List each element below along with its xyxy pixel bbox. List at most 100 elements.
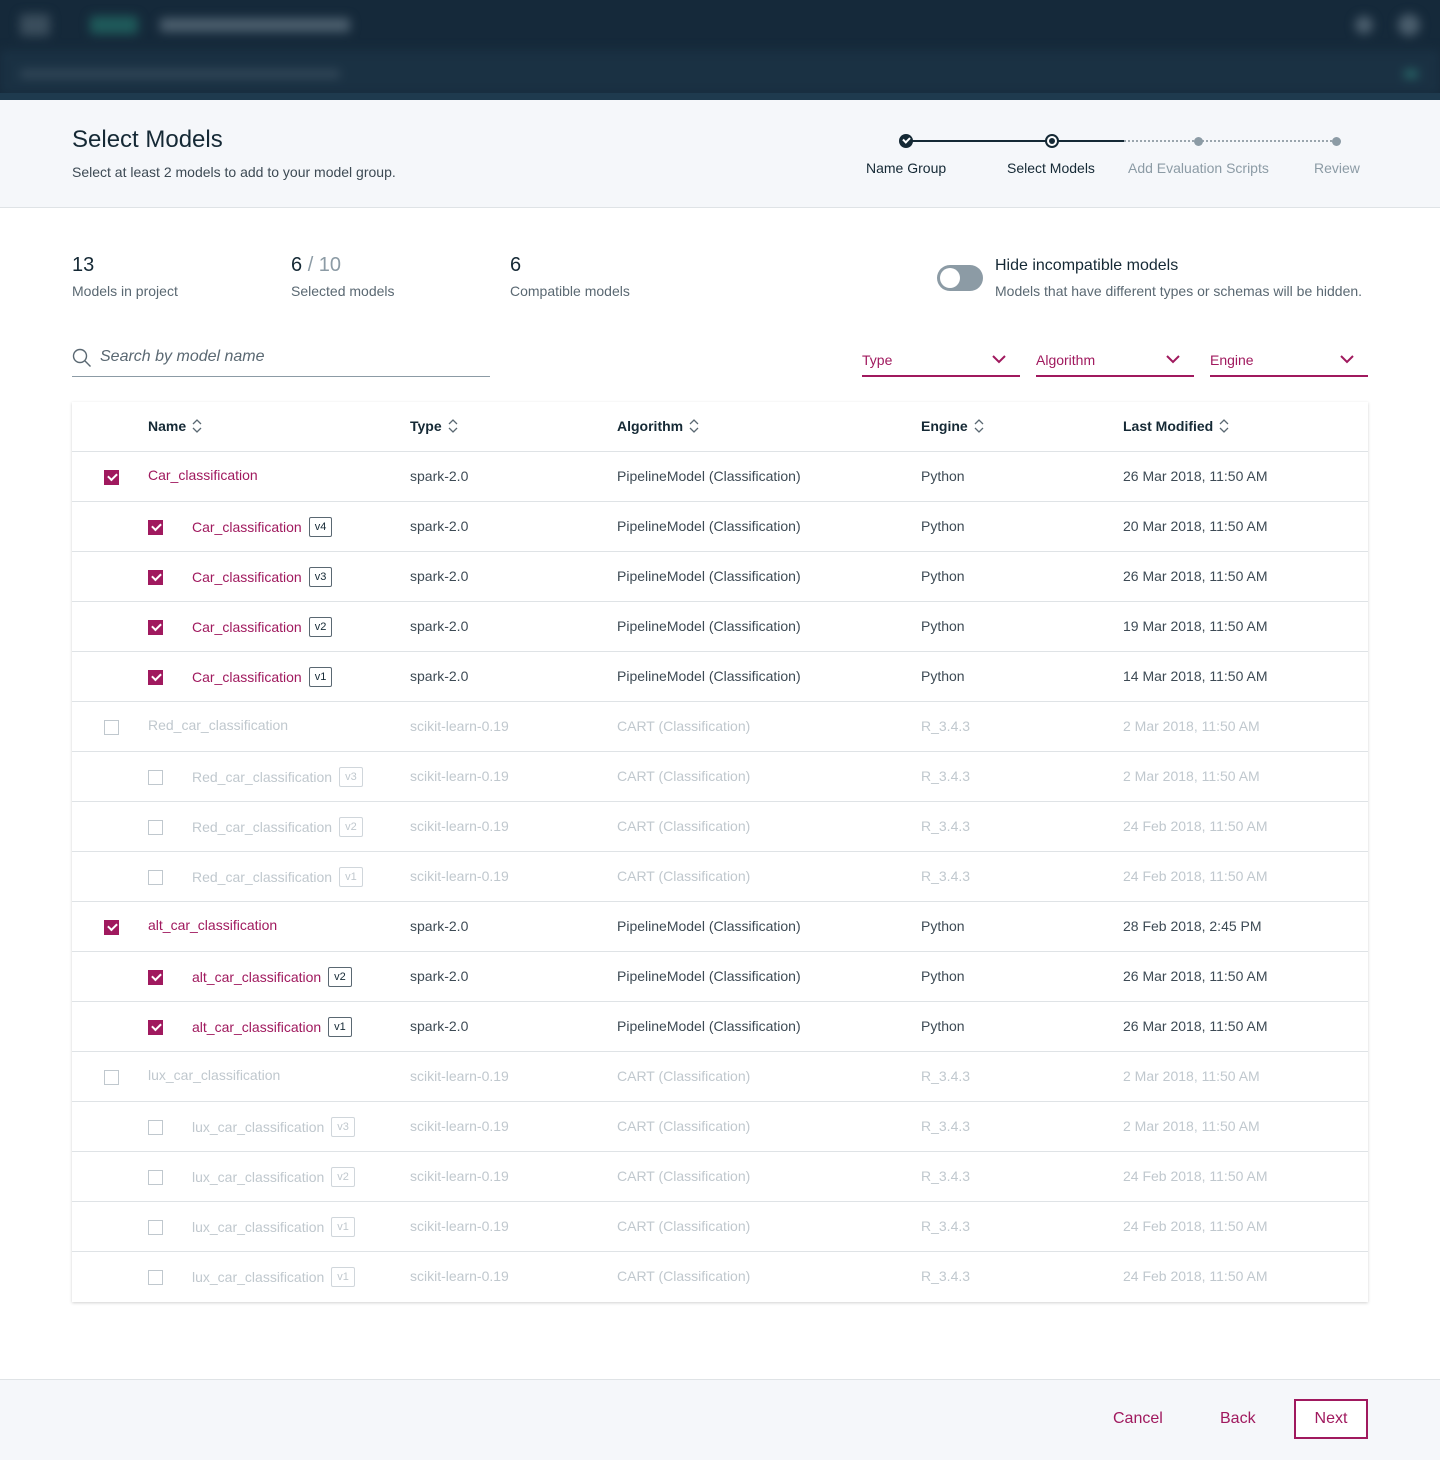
model-name[interactable]: Car_classification: [192, 519, 302, 535]
model-name[interactable]: alt_car_classification: [192, 1019, 322, 1035]
model-type: scikit-learn-0.19: [410, 1268, 509, 1284]
model-name[interactable]: Car_classification: [192, 569, 302, 585]
table-row[interactable]: lux_car_classification v1 scikit-learn-0.1…: [72, 1252, 1368, 1302]
filter-label: Algorithm: [1036, 352, 1096, 368]
model-last-modified: 28 Feb 2018, 2:45 PM: [1123, 918, 1262, 934]
table-row[interactable]: lux_car_classification v2 scikit-learn-0.1…: [72, 1152, 1368, 1202]
row-checkbox[interactable]: [148, 820, 163, 835]
model-last-modified: 26 Mar 2018, 11:50 AM: [1123, 968, 1268, 984]
table-row[interactable]: lux_car_classification scikit-learn-0.19 C…: [72, 1052, 1368, 1102]
table-row[interactable]: Car_classification v3 spark-2.0 PipelineMod…: [72, 552, 1368, 602]
search-icon: [72, 348, 91, 367]
model-name[interactable]: lux_car_classification: [192, 1119, 325, 1135]
row-checkbox[interactable]: [148, 770, 163, 785]
model-name[interactable]: Car_classification: [148, 467, 258, 483]
stat-label: Compatible models: [510, 283, 630, 299]
table-row[interactable]: Red_car_classification scikit-learn-0.19 C…: [72, 702, 1368, 752]
version-badge: v2: [339, 817, 363, 837]
wizard-footer: Cancel Back Next: [0, 1379, 1440, 1460]
model-name[interactable]: alt_car_classification: [148, 917, 278, 933]
page-title: Select Models: [72, 126, 223, 153]
next-button[interactable]: Next: [1294, 1399, 1368, 1439]
model-name-cell: Car_classification: [148, 467, 258, 483]
model-last-modified: 26 Mar 2018, 11:50 AM: [1123, 568, 1268, 584]
table-row[interactable]: alt_car_classification v1 spark-2.0 Pipelin…: [72, 1002, 1368, 1052]
table-row[interactable]: Car_classification v1 spark-2.0 PipelineMod…: [72, 652, 1368, 702]
model-type: spark-2.0: [410, 568, 469, 584]
model-engine: R_3.4.3: [921, 1268, 971, 1284]
stat-value: 6: [510, 254, 522, 276]
row-checkbox[interactable]: [148, 970, 163, 985]
column-header-type[interactable]: Type: [410, 418, 458, 434]
model-name[interactable]: Red_car_classification: [148, 717, 289, 733]
model-last-modified: 2 Mar 2018, 11:50 AM: [1123, 1068, 1260, 1084]
table-row[interactable]: Car_classification v4 spark-2.0 PipelineMod…: [72, 502, 1368, 552]
search-input[interactable]: [100, 344, 480, 370]
table-row[interactable]: Red_car_classification v3 scikit-learn-0.1…: [72, 752, 1368, 802]
row-checkbox[interactable]: [148, 570, 163, 585]
column-header-name[interactable]: Name: [148, 418, 202, 434]
row-checkbox[interactable]: [104, 920, 119, 935]
avatar-icon: [1398, 14, 1420, 36]
type-filter-dropdown[interactable]: Type: [862, 348, 1020, 377]
chevron-down-icon: [1340, 355, 1354, 364]
row-checkbox[interactable]: [148, 1220, 163, 1235]
row-checkbox[interactable]: [148, 1120, 163, 1135]
row-checkbox[interactable]: [148, 520, 163, 535]
cancel-button[interactable]: Cancel: [1113, 1410, 1163, 1427]
version-badge: v1: [331, 1217, 355, 1237]
table-row[interactable]: Red_car_classification v1 scikit-learn-0.1…: [72, 852, 1368, 902]
table-row[interactable]: alt_car_classification spark-2.0 PipelineM…: [72, 902, 1368, 952]
table-row[interactable]: Red_car_classification v2 scikit-learn-0.1…: [72, 802, 1368, 852]
model-name[interactable]: Car_classification: [192, 619, 302, 635]
model-name[interactable]: Red_car_classification: [192, 769, 333, 785]
row-checkbox[interactable]: [148, 1020, 163, 1035]
model-name[interactable]: Red_car_classification: [192, 869, 333, 885]
row-checkbox[interactable]: [148, 1170, 163, 1185]
row-checkbox[interactable]: [104, 1070, 119, 1085]
nav-accent-strip: [0, 93, 1440, 100]
model-engine: Python: [921, 518, 965, 534]
model-name-cell: alt_car_classification v2: [192, 967, 352, 987]
row-checkbox[interactable]: [148, 670, 163, 685]
algorithm-filter-dropdown[interactable]: Algorithm: [1036, 348, 1194, 377]
engine-filter-dropdown[interactable]: Engine: [1210, 348, 1368, 377]
row-checkbox[interactable]: [104, 470, 119, 485]
column-header-engine[interactable]: Engine: [921, 418, 984, 434]
step-connector-2a: [1052, 140, 1124, 142]
table-row[interactable]: Car_classification spark-2.0 PipelineModel…: [72, 452, 1368, 502]
table-row[interactable]: Car_classification v2 spark-2.0 PipelineMod…: [72, 602, 1368, 652]
model-last-modified: 2 Mar 2018, 11:50 AM: [1123, 1118, 1260, 1134]
model-name[interactable]: lux_car_classification: [192, 1169, 325, 1185]
column-header-algorithm[interactable]: Algorithm: [617, 418, 699, 434]
model-engine: R_3.4.3: [921, 868, 971, 884]
step-label-name-group[interactable]: Name Group: [866, 160, 947, 176]
step-current-icon: [1045, 134, 1059, 148]
row-checkbox[interactable]: [148, 870, 163, 885]
table-row[interactable]: alt_car_classification v2 spark-2.0 Pipelin…: [72, 952, 1368, 1002]
column-header-last-modified[interactable]: Last Modified: [1123, 418, 1229, 434]
row-checkbox[interactable]: [104, 720, 119, 735]
model-name-cell: Car_classification v3: [192, 567, 333, 587]
step-done-icon: [899, 134, 913, 148]
blurred-nav-content: [0, 0, 1440, 100]
table-row[interactable]: lux_car_classification v3 scikit-learn-0.1…: [72, 1102, 1368, 1152]
model-name-cell: Car_classification v4: [192, 517, 333, 537]
model-name[interactable]: alt_car_classification: [192, 969, 322, 985]
back-button[interactable]: Back: [1220, 1410, 1256, 1427]
column-header-label: Algorithm: [617, 418, 684, 434]
model-name[interactable]: lux_car_classification: [192, 1219, 325, 1235]
row-checkbox[interactable]: [148, 1270, 163, 1285]
model-name[interactable]: Car_classification: [192, 669, 302, 685]
model-engine: Python: [921, 1018, 965, 1034]
model-name[interactable]: Red_car_classification: [192, 819, 333, 835]
model-last-modified: 14 Mar 2018, 11:50 AM: [1123, 668, 1268, 684]
row-checkbox[interactable]: [148, 620, 163, 635]
model-name[interactable]: lux_car_classification: [192, 1269, 325, 1285]
model-engine: Python: [921, 468, 965, 484]
table-row[interactable]: lux_car_classification v1 scikit-learn-0.1…: [72, 1202, 1368, 1252]
version-badge: v1: [328, 1017, 352, 1037]
model-last-modified: 26 Mar 2018, 11:50 AM: [1123, 468, 1268, 484]
hide-incompatible-toggle[interactable]: [937, 265, 983, 291]
model-name[interactable]: lux_car_classification: [148, 1067, 281, 1083]
